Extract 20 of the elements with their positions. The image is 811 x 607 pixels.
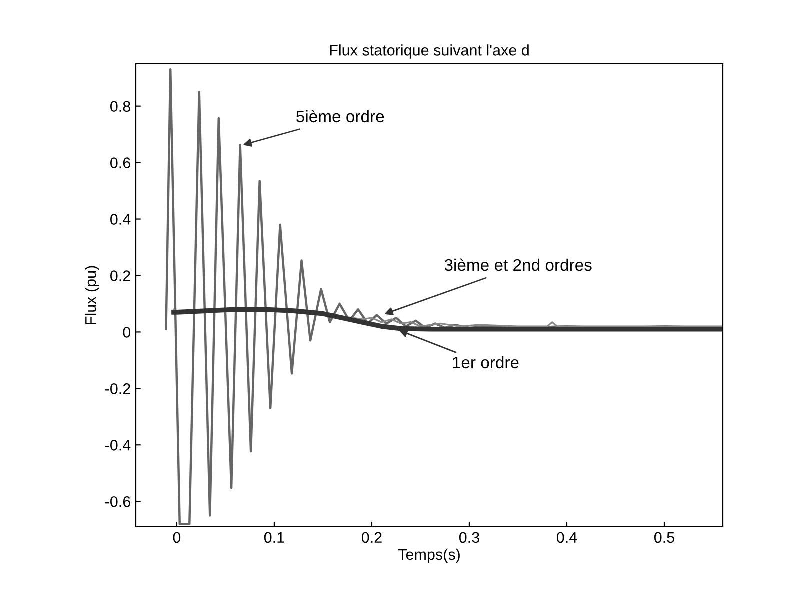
y-tick-label: 0.8 bbox=[110, 101, 130, 112]
x-tick-label: 0.2 bbox=[362, 532, 382, 544]
y-tick-label: -0.6 bbox=[105, 496, 130, 508]
y-tick-label: 0.2 bbox=[110, 270, 130, 282]
y-tick-label: -0.4 bbox=[105, 440, 131, 451]
x-tick-label: 0.1 bbox=[264, 532, 284, 544]
y-tick-label: 0.4 bbox=[110, 214, 131, 225]
annotation: 1er ordre bbox=[453, 356, 519, 369]
y-axis-title: Flux (pu) bbox=[85, 266, 100, 324]
x-tick-label: 0.3 bbox=[459, 532, 480, 544]
y-tick-label: -0.2 bbox=[105, 384, 130, 394]
x-tick-label: 0.5 bbox=[654, 532, 674, 544]
y-tick-label: 0.6 bbox=[110, 158, 130, 168]
chart-title: Flux statorique suivant l'axe d bbox=[330, 44, 529, 59]
x-tick-label: 0.4 bbox=[556, 532, 578, 544]
y-tick-label: 0 bbox=[123, 327, 131, 338]
annotation: 3ième et 2nd ordres bbox=[444, 258, 592, 272]
annotation: 5ième ordre bbox=[296, 110, 384, 123]
x-axis-title: Temps(s) bbox=[398, 548, 460, 564]
x-tick-label: 0 bbox=[173, 532, 181, 544]
